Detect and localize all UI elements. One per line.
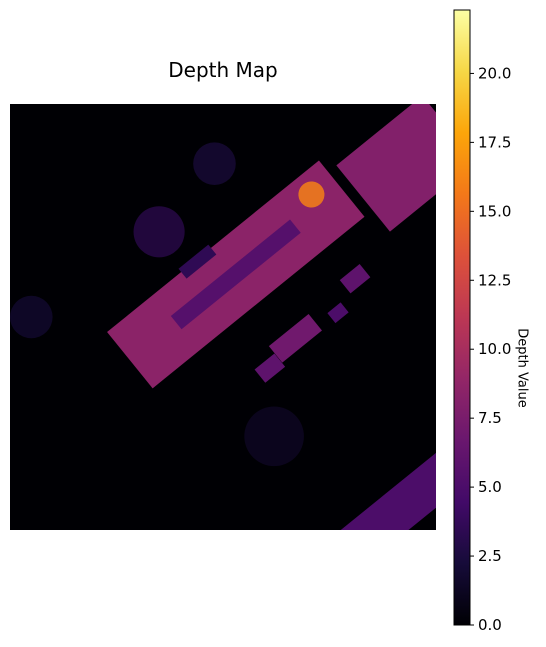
vegetation-1: [134, 206, 185, 257]
colorbar-tick-label: 5.0: [478, 478, 502, 496]
colorbar-gradient: [454, 10, 470, 625]
colorbar-tick-label: 15.0: [478, 202, 511, 220]
vegetation-2: [193, 142, 236, 185]
colorbar-tick-label: 12.5: [478, 271, 511, 289]
chart-title: Depth Map: [10, 58, 436, 82]
depth-heatmap: [10, 104, 436, 530]
colorbar-tick-label: 17.5: [478, 133, 511, 151]
colorbar-ticks: 0.0 2.5 5.0 7.5 10.0 12.5 15.0 17.5 20.0: [470, 64, 511, 634]
colorbar-tick-label: 7.5: [478, 409, 502, 427]
colorbar-tick-label: 0.0: [478, 616, 502, 634]
colorbar-tick-label: 20.0: [478, 64, 511, 82]
colorbar-tick-label: 10.0: [478, 340, 511, 358]
vegetation-3: [10, 296, 53, 339]
colorbar-tick-label: 2.5: [478, 547, 502, 565]
colorbar-label: Depth Value: [515, 328, 530, 407]
vegetation-4: [244, 406, 304, 466]
colorbar: 0.0 2.5 5.0 7.5 10.0 12.5 15.0 17.5 20.0: [440, 0, 546, 647]
